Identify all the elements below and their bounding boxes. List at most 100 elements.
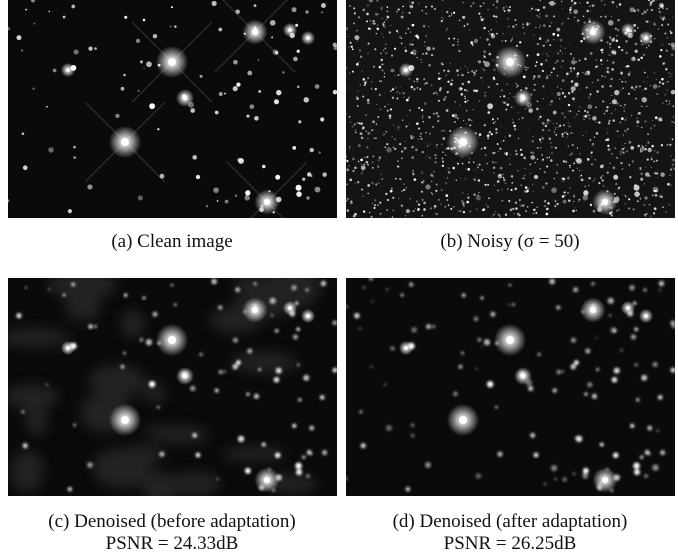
noise: [445, 194, 448, 197]
noise: [536, 108, 539, 111]
noise: [473, 89, 476, 92]
noise: [606, 188, 607, 189]
star: [74, 49, 79, 54]
noise: [418, 3, 419, 4]
noise: [662, 18, 664, 20]
noise: [410, 135, 413, 138]
noise: [626, 117, 627, 118]
noise: [408, 97, 410, 99]
noise: [366, 13, 369, 16]
noise: [442, 18, 443, 19]
noise: [397, 91, 399, 93]
star: [551, 465, 557, 471]
noise: [524, 190, 526, 192]
noise: [459, 20, 461, 22]
star: [571, 338, 576, 343]
noise: [502, 9, 503, 10]
star: [276, 368, 282, 374]
noise: [534, 84, 536, 86]
star: [315, 84, 320, 89]
noise: [399, 178, 401, 180]
noise: [408, 12, 410, 14]
noise: [469, 29, 470, 30]
noise: [392, 88, 394, 90]
noise: [561, 112, 564, 115]
star-core: [506, 336, 514, 344]
noise: [672, 164, 674, 166]
noise: [348, 46, 349, 47]
noise: [546, 208, 549, 211]
noise: [461, 200, 464, 203]
noise: [654, 125, 656, 127]
noise: [376, 104, 377, 105]
noise: [554, 205, 556, 207]
star: [258, 59, 260, 61]
star: [274, 99, 279, 104]
noise: [515, 153, 517, 155]
star-core: [404, 346, 408, 350]
noise: [411, 137, 413, 139]
star: [345, 199, 348, 202]
noise: [658, 28, 660, 30]
noise: [497, 190, 498, 191]
noise: [386, 19, 387, 20]
star: [225, 200, 229, 204]
noise: [499, 215, 501, 217]
noise: [500, 167, 503, 170]
star: [304, 97, 309, 102]
noise: [498, 151, 499, 152]
star-core: [521, 96, 526, 101]
noise: [511, 175, 513, 177]
star: [481, 68, 483, 70]
noise: [592, 143, 594, 145]
noise: [369, 20, 371, 22]
noise: [413, 88, 415, 90]
noise: [609, 43, 612, 46]
noise: [668, 204, 670, 206]
star: [275, 175, 280, 180]
noise: [501, 189, 503, 191]
noise: [535, 27, 536, 28]
noise: [442, 160, 444, 162]
noise: [609, 54, 611, 56]
noise: [573, 58, 574, 59]
noise: [374, 204, 376, 206]
star: [370, 88, 372, 90]
star: [461, 74, 463, 76]
noise: [535, 162, 536, 163]
noise: [564, 95, 566, 97]
star-core: [644, 36, 648, 40]
noise: [559, 125, 561, 127]
star-core: [404, 68, 408, 72]
star: [276, 90, 281, 95]
star: [613, 453, 618, 458]
star: [262, 165, 266, 169]
noise: [483, 69, 486, 72]
star: [425, 184, 430, 189]
haze-blob: [231, 275, 273, 289]
noise: [624, 194, 625, 195]
noise: [660, 49, 662, 51]
noise: [507, 9, 509, 11]
star: [190, 108, 195, 113]
star: [360, 410, 363, 413]
noise: [431, 175, 434, 178]
star: [588, 104, 593, 109]
noise: [509, 164, 510, 165]
noise: [512, 36, 513, 37]
star: [562, 370, 564, 372]
star: [481, 19, 484, 22]
noise: [573, 201, 574, 202]
noise: [527, 67, 528, 68]
star: [296, 469, 302, 475]
noise: [345, 184, 347, 186]
noise: [607, 132, 609, 134]
noise: [404, 47, 405, 48]
noise: [548, 137, 551, 140]
noise: [464, 25, 465, 26]
noise: [545, 41, 546, 42]
noise: [485, 184, 487, 186]
noise: [349, 116, 351, 118]
noise: [522, 26, 524, 28]
noise: [466, 201, 469, 204]
